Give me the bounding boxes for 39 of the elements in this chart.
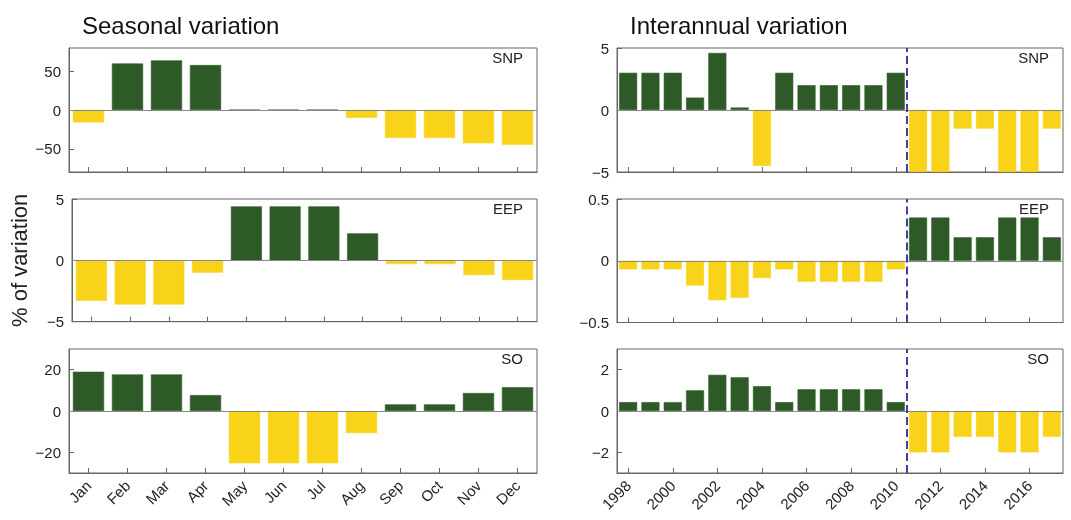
y-tick-label: −0.5 (579, 314, 609, 331)
annotation: EEP (1018, 200, 1049, 217)
annotation: SNP (492, 49, 523, 66)
x-tick-label: Dec (492, 476, 524, 508)
y-tick-label: 5 (55, 190, 64, 208)
chart-title: Interannual variation (630, 11, 848, 39)
x-tick-label: May (218, 476, 251, 510)
y-axis-title: % of variation (6, 193, 32, 327)
annotation: SNP (1018, 49, 1049, 66)
annotation: SO (1027, 350, 1050, 367)
chart-title: Seasonal variation (82, 11, 280, 39)
x-tick-label: Jan (65, 476, 95, 507)
x-tick-label: Apr (182, 476, 212, 506)
y-tick-label: 20 (44, 361, 61, 379)
x-tick-label: Jun (260, 476, 290, 507)
y-tick-label: 0.5 (588, 190, 609, 208)
x-tick-label: Nov (453, 476, 485, 508)
annotation: EEP (492, 200, 523, 217)
y-tick-label: 50 (44, 62, 61, 80)
y-tick-label: 0 (600, 101, 609, 119)
y-tick-label: −50 (35, 140, 61, 158)
y-tick-label: 2 (600, 361, 609, 379)
y-tick-label: 0 (52, 101, 61, 119)
y-tick-label: −2 (591, 443, 609, 461)
y-tick-label: 0 (600, 252, 609, 270)
x-tick-label: Aug (336, 476, 368, 508)
y-tick-label: 0 (55, 251, 64, 269)
x-tick-label: Feb (103, 476, 134, 508)
y-tick-label: −5 (46, 313, 64, 331)
y-tick-label: −20 (35, 443, 61, 461)
x-tick-label: Mar (142, 476, 173, 508)
x-tick-label: Oct (417, 476, 447, 506)
x-tick-label: Sep (375, 476, 407, 508)
x-tick-label: Jul (302, 476, 329, 503)
y-tick-label: −5 (591, 163, 609, 181)
y-tick-label: 5 (600, 39, 609, 57)
y-tick-label: 0 (52, 402, 61, 420)
annotation: SO (501, 350, 524, 367)
y-tick-label: 0 (600, 402, 609, 420)
